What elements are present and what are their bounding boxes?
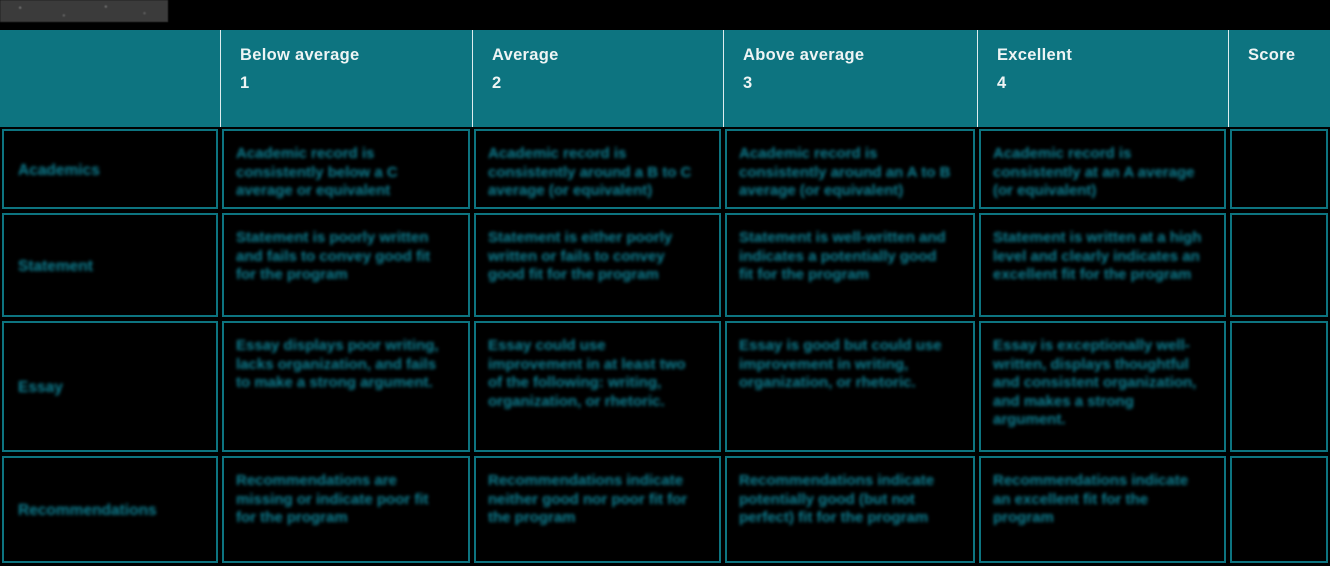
header-cell-empty bbox=[0, 30, 220, 127]
table-cell: Academic record is consistently at an A … bbox=[979, 129, 1226, 209]
score-cell bbox=[1230, 456, 1328, 563]
cell-text: Statement is well-written and indicates … bbox=[739, 229, 946, 283]
row-label-text: Recommendations bbox=[18, 502, 157, 520]
cell-text: Academic record is consistently around a… bbox=[739, 145, 951, 199]
table-cell: Academic record is consistently below a … bbox=[222, 129, 470, 209]
cell-text: Recommendations indicate potentially goo… bbox=[739, 472, 935, 526]
cell-text: Recommendations indicate an excellent fi… bbox=[993, 472, 1189, 526]
row-label-essay: Essay bbox=[2, 321, 218, 452]
score-cell bbox=[1230, 321, 1328, 452]
table-cell: Recommendations indicate potentially goo… bbox=[725, 456, 975, 563]
table-cell: Recommendations are missing or indicate … bbox=[222, 456, 470, 563]
table-cell: Recommendations indicate an excellent fi… bbox=[979, 456, 1226, 563]
blurred-title-bar bbox=[0, 0, 168, 22]
header-label: Score bbox=[1248, 46, 1296, 64]
row-label-statement: Statement bbox=[2, 213, 218, 317]
table-cell: Statement is well-written and indicates … bbox=[725, 213, 975, 317]
cell-text: Academic record is consistently at an A … bbox=[993, 145, 1195, 199]
cell-text: Statement is either poorly written or fa… bbox=[488, 229, 673, 283]
cell-text: Essay displays poor writing, lacks organ… bbox=[236, 337, 439, 391]
header-cell-score: Score bbox=[1228, 30, 1330, 127]
header-label: Above average bbox=[743, 46, 865, 64]
table-cell: Essay could use improvement in at least … bbox=[474, 321, 721, 452]
score-cell bbox=[1230, 213, 1328, 317]
header-cell-below-average: Below average 1 bbox=[220, 30, 472, 127]
header-number: 1 bbox=[240, 74, 250, 92]
cell-text: Essay is good but could use improvement … bbox=[739, 337, 942, 391]
score-cell bbox=[1230, 129, 1328, 209]
header-number: 3 bbox=[743, 74, 753, 92]
table-cell: Statement is poorly written and fails to… bbox=[222, 213, 470, 317]
row-label-recommendations: Recommendations bbox=[2, 456, 218, 563]
table-cell: Academic record is consistently around a… bbox=[725, 129, 975, 209]
cell-text: Academic record is consistently around a… bbox=[488, 145, 692, 199]
table-cell: Academic record is consistently around a… bbox=[474, 129, 721, 209]
header-cell-above-average: Above average 3 bbox=[723, 30, 977, 127]
cell-text: Recommendations indicate neither good no… bbox=[488, 472, 688, 526]
row-label-text: Essay bbox=[18, 379, 63, 397]
cell-text: Essay is exceptionally well-written, dis… bbox=[993, 337, 1197, 428]
header-label: Below average bbox=[240, 46, 360, 64]
cell-text: Academic record is consistently below a … bbox=[236, 145, 398, 199]
table-cell: Essay is exceptionally well-written, dis… bbox=[979, 321, 1226, 452]
table-cell: Statement is written at a high level and… bbox=[979, 213, 1226, 317]
table-cell: Recommendations indicate neither good no… bbox=[474, 456, 721, 563]
cell-text: Recommendations are missing or indicate … bbox=[236, 472, 429, 526]
cell-text: Statement is written at a high level and… bbox=[993, 229, 1202, 283]
header-cell-excellent: Excellent 4 bbox=[977, 30, 1228, 127]
cell-text: Essay could use improvement in at least … bbox=[488, 337, 686, 410]
header-label: Average bbox=[492, 46, 559, 64]
header-number: 4 bbox=[997, 74, 1007, 92]
header-label: Excellent bbox=[997, 46, 1073, 64]
row-label-text: Statement bbox=[18, 257, 93, 275]
header-cell-average: Average 2 bbox=[472, 30, 723, 127]
table-cell: Essay displays poor writing, lacks organ… bbox=[222, 321, 470, 452]
cell-text: Statement is poorly written and fails to… bbox=[236, 229, 431, 283]
table-cell: Statement is either poorly written or fa… bbox=[474, 213, 721, 317]
table-cell: Essay is good but could use improvement … bbox=[725, 321, 975, 452]
row-label-text: Academics bbox=[18, 161, 100, 179]
rubric-table: Below average 1 Average 2 Above average … bbox=[0, 30, 1330, 565]
header-number: 2 bbox=[492, 74, 502, 92]
row-label-academics: Academics bbox=[2, 129, 218, 209]
